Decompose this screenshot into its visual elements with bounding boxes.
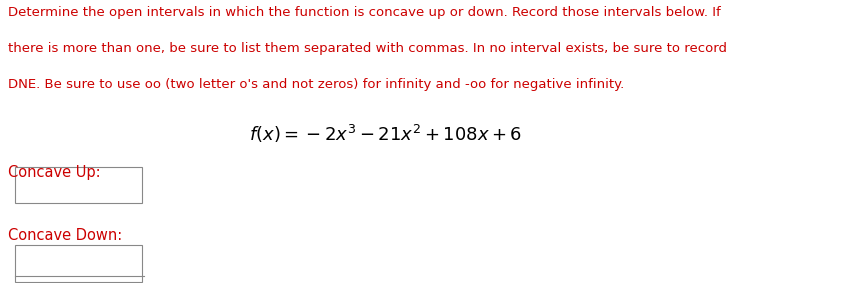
FancyBboxPatch shape [15, 245, 142, 282]
Text: Concave Down:: Concave Down: [8, 228, 121, 243]
Text: DNE. Be sure to use oo (two letter o's and not zeros) for infinity and -oo for n: DNE. Be sure to use oo (two letter o's a… [8, 78, 624, 91]
FancyBboxPatch shape [15, 167, 142, 203]
Text: Concave Up:: Concave Up: [8, 165, 100, 180]
Text: $f(x) = -2x^3 - 21x^2 + 108x + 6$: $f(x) = -2x^3 - 21x^2 + 108x + 6$ [250, 123, 523, 145]
Text: Determine the open intervals in which the function is concave up or down. Record: Determine the open intervals in which th… [8, 6, 720, 19]
Text: there is more than one, be sure to list them separated with commas. In no interv: there is more than one, be sure to list … [8, 42, 727, 55]
